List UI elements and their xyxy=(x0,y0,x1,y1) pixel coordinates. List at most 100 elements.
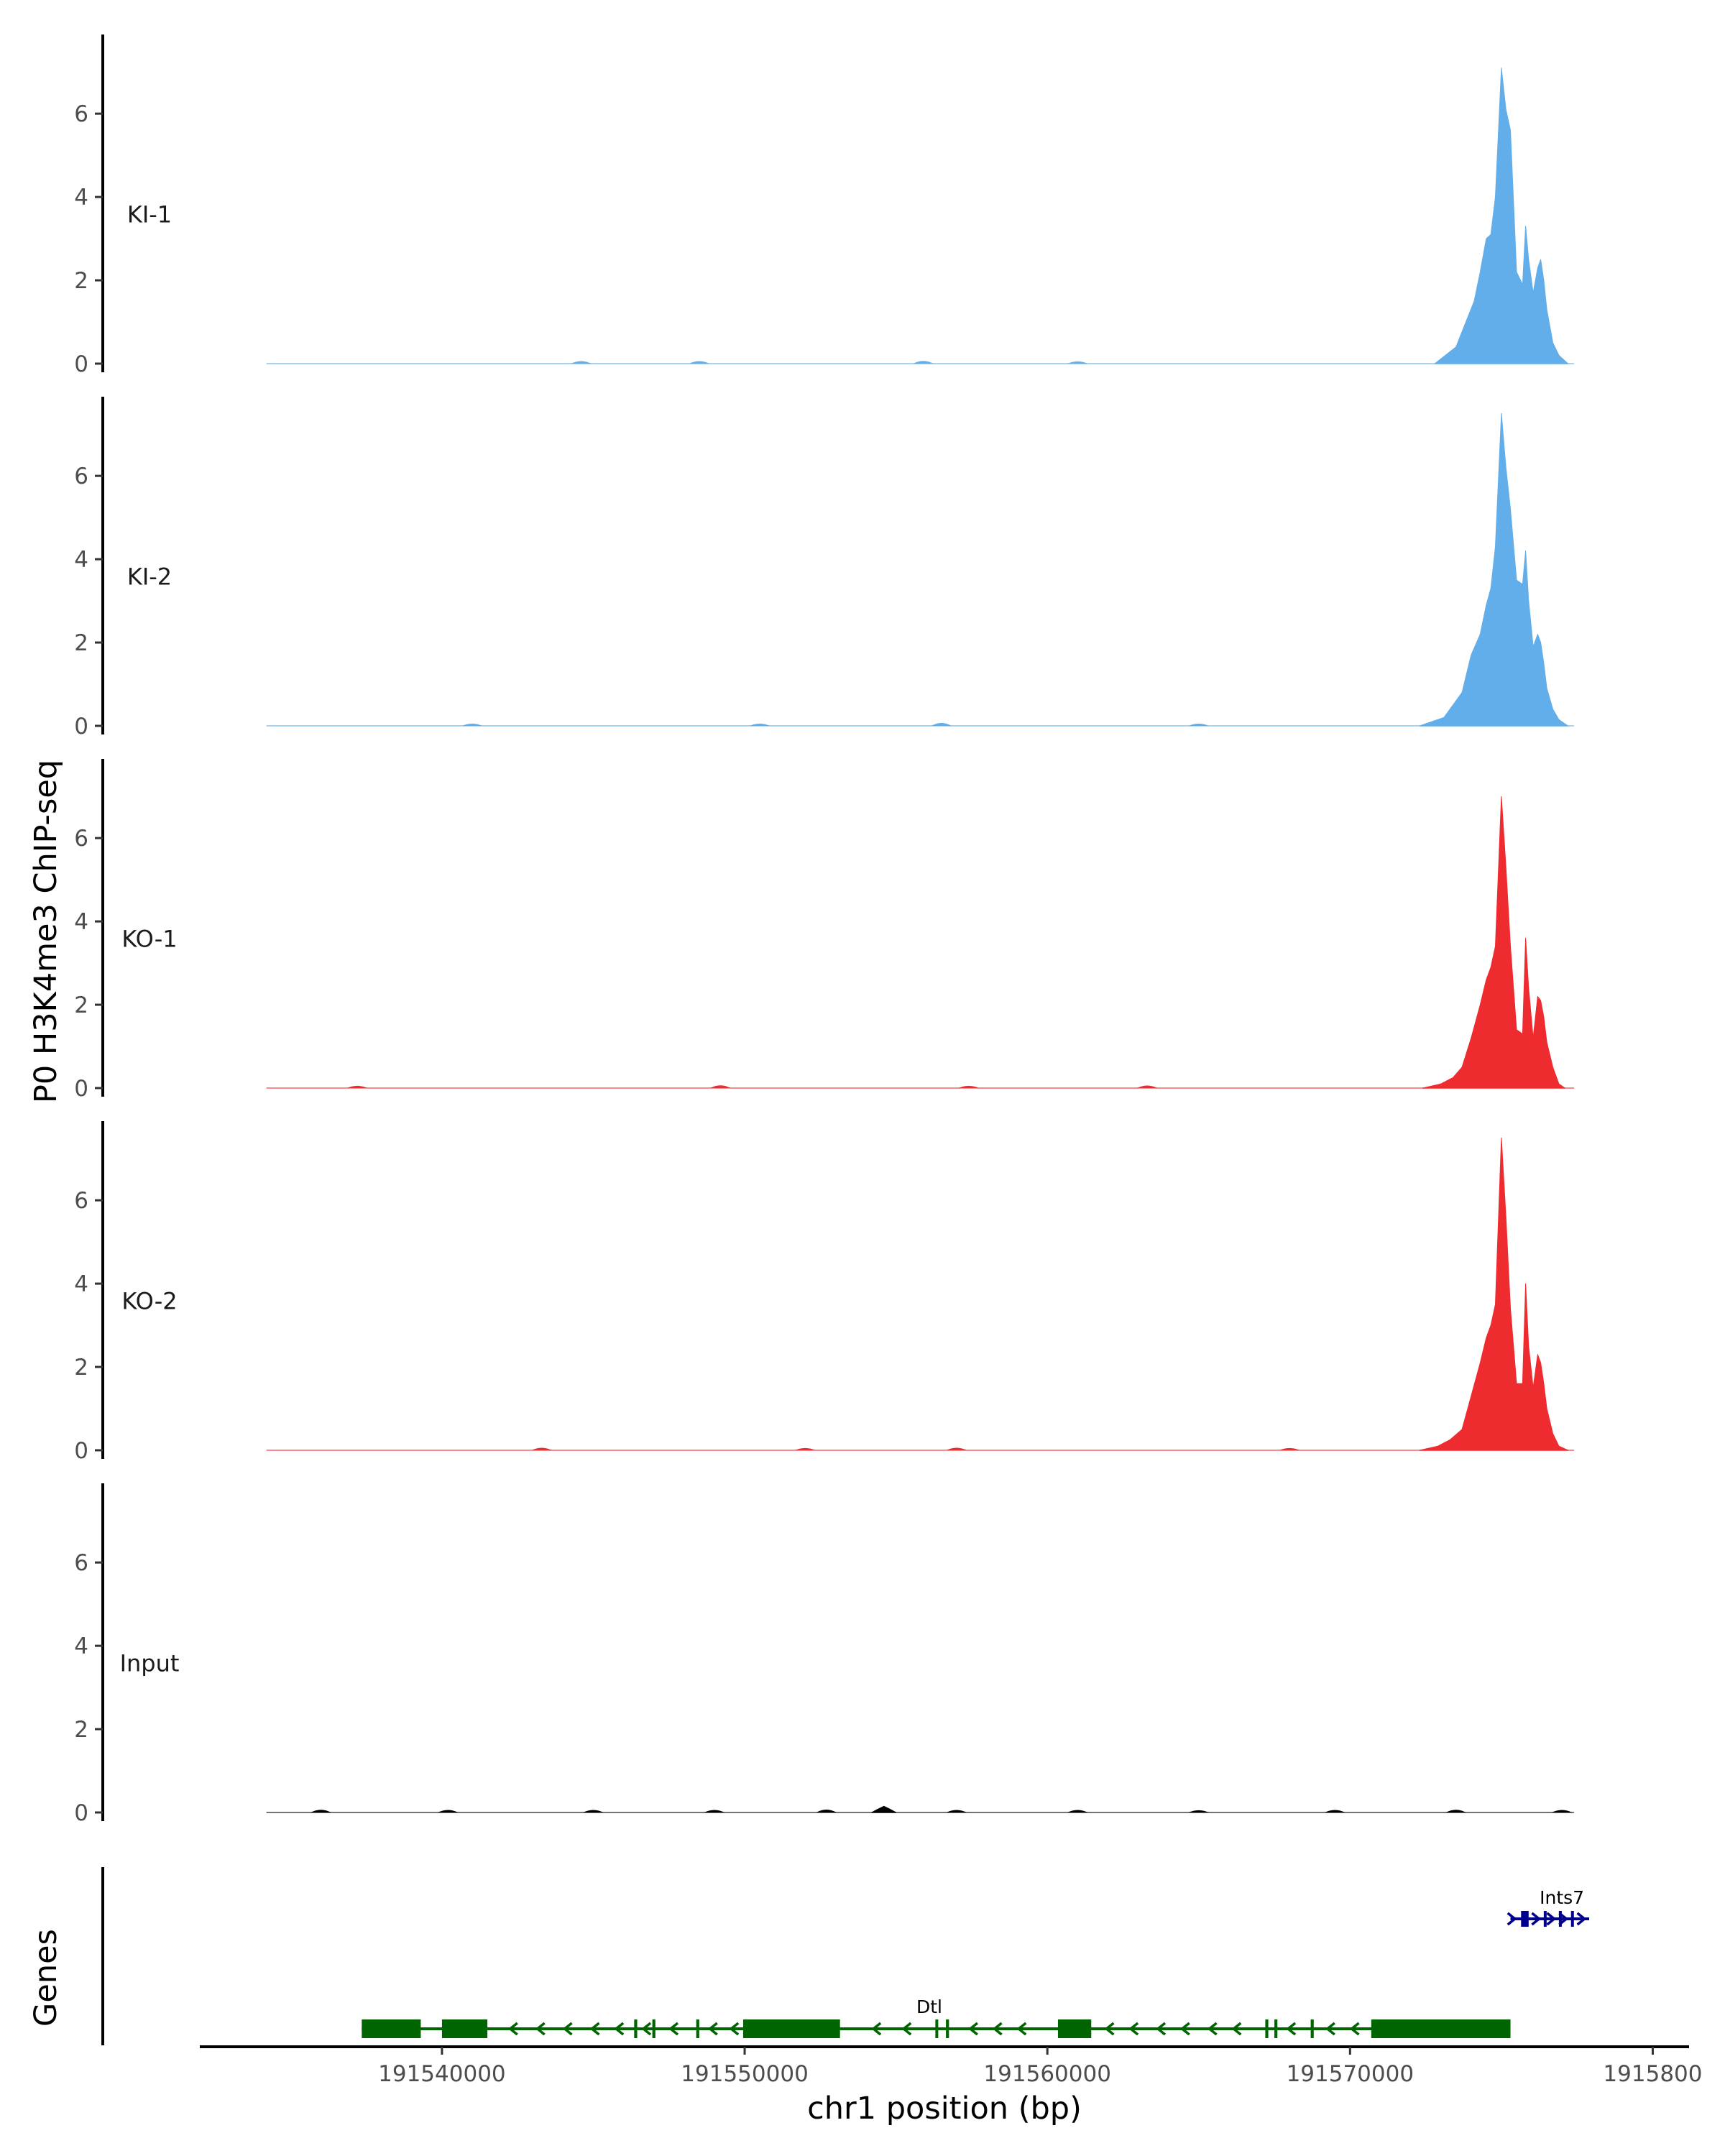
noise-bump xyxy=(946,1447,967,1450)
gene-label: Ints7 xyxy=(1540,1887,1584,1908)
x-tick-label: 191560000 xyxy=(983,2061,1111,2087)
strand-arrow xyxy=(1104,2022,1115,2036)
noise-bump xyxy=(710,1085,731,1088)
y-tick-label: 0 xyxy=(74,1076,88,1102)
strand-arrow xyxy=(901,2022,912,2036)
noise-bump xyxy=(689,361,709,364)
strand-arrow xyxy=(507,2022,518,2036)
strand-arrow xyxy=(729,2022,740,2036)
y-tick-label: 4 xyxy=(74,185,88,211)
track-input: 0 2 4 6 Input xyxy=(74,1483,1574,1826)
gene-exon xyxy=(696,2019,699,2038)
y-tick-label: 0 xyxy=(74,1800,88,1826)
gene-exon xyxy=(1057,2019,1092,2038)
signal-peak xyxy=(1422,796,1565,1089)
gene-exon xyxy=(362,2019,421,2038)
x-axis: 191540000 191550000 191560000 191570000 1915… xyxy=(200,2045,1702,2087)
y-tick-label: 2 xyxy=(74,992,88,1018)
strand-arrow xyxy=(707,2022,718,2036)
strand-arrow xyxy=(614,2022,625,2036)
strand-arrow xyxy=(641,2022,652,2036)
y-tick-label: 6 xyxy=(74,826,88,852)
noise-bump xyxy=(462,723,483,726)
gene-exon xyxy=(1558,1911,1562,1927)
y-tick-label: 6 xyxy=(74,101,88,127)
x-tick-label: 191570000 xyxy=(1287,2061,1414,2087)
noise-bump xyxy=(583,1810,604,1812)
noise-bump xyxy=(795,1447,816,1450)
noise-bump xyxy=(1137,1085,1158,1088)
gene-exon xyxy=(946,2019,949,2038)
noise-bump xyxy=(571,361,592,364)
noise-bump xyxy=(310,1810,331,1812)
strand-arrow xyxy=(1349,2022,1360,2036)
gene-exon xyxy=(1310,2019,1314,2038)
gene-exon xyxy=(441,2019,488,2038)
track-label: KO-2 xyxy=(121,1287,177,1314)
gene-exon xyxy=(634,2019,638,2038)
noise-bump xyxy=(438,1810,459,1812)
gene-exon xyxy=(652,2019,656,2038)
y-tick-label: 4 xyxy=(74,547,88,573)
noise-bump xyxy=(1325,1810,1346,1812)
noise-bump xyxy=(931,722,952,726)
noise-bump xyxy=(1067,1810,1088,1812)
noise-bump xyxy=(1067,361,1088,364)
strand-arrow xyxy=(1179,2022,1190,2036)
gene-exon xyxy=(935,2019,939,2038)
signal-peak xyxy=(1419,1137,1568,1451)
gene-exon xyxy=(1570,1911,1574,1927)
strand-arrow xyxy=(1128,2022,1139,2036)
gene-exon xyxy=(1371,2019,1511,2038)
strand-arrow xyxy=(1231,2022,1242,2036)
signal-peak xyxy=(1434,67,1568,364)
x-tick-label: 1915800 xyxy=(1603,2061,1702,2087)
noise-bump xyxy=(913,361,934,364)
noise-bump xyxy=(750,723,770,726)
strand-arrow xyxy=(992,2022,1003,2036)
strand-arrow xyxy=(1546,1912,1557,1926)
gene-exon xyxy=(1274,2019,1278,2038)
strand-arrow xyxy=(1156,2022,1167,2036)
noise-bump xyxy=(946,1810,967,1812)
y-tick-label: 0 xyxy=(74,1438,88,1464)
track-ki-2: 0 2 4 6 KI-2 xyxy=(74,397,1574,740)
x-axis-title: chr1 position (bp) xyxy=(807,2091,1082,2127)
gene-annotation-panel: Ints7 Dtl xyxy=(101,1867,1590,2045)
noise-bump xyxy=(704,1810,724,1812)
coverage-tracks: 0 2 4 6 KI-1 0 2 4 6 KI-2 0 2 4 6 KO-1 0 2 4 6 KO-2 0 2 4 6 Inpu… xyxy=(74,34,1574,1826)
strand-arrow xyxy=(1506,1912,1517,1926)
track-ko-2: 0 2 4 6 KO-2 xyxy=(74,1121,1574,1464)
strand-arrow xyxy=(1558,1912,1569,1926)
gene-dtl: Dtl xyxy=(362,1996,1511,2038)
track-label: Input xyxy=(120,1649,180,1677)
gene-label: Dtl xyxy=(916,1996,942,2017)
noise-bump xyxy=(1188,723,1209,726)
x-tick-label: 191550000 xyxy=(681,2061,809,2087)
gene-ints7: Ints7 xyxy=(1506,1887,1590,1927)
y-tick-label: 6 xyxy=(74,464,88,489)
strand-arrow xyxy=(1325,2022,1335,2036)
y-tick-label: 4 xyxy=(74,1271,88,1297)
gene-exon xyxy=(1265,2019,1269,2038)
track-label: KO-1 xyxy=(121,925,177,952)
strand-arrow xyxy=(562,2022,573,2036)
strand-arrow xyxy=(589,2022,600,2036)
strand-arrow xyxy=(1207,2022,1218,2036)
y-tick-label: 2 xyxy=(74,268,88,294)
strand-arrow xyxy=(1531,1912,1542,1926)
y-tick-label: 6 xyxy=(74,1550,88,1576)
noise-bump xyxy=(958,1085,979,1088)
noise-bump xyxy=(346,1085,367,1088)
x-tick-label: 191540000 xyxy=(378,2061,506,2087)
y-tick-label: 6 xyxy=(74,1188,88,1214)
y-tick-label: 2 xyxy=(74,630,88,656)
track-ko-1: 0 2 4 6 KO-1 xyxy=(74,759,1574,1102)
gene-exon xyxy=(1521,1911,1529,1927)
gene-exon xyxy=(742,2019,840,2038)
signal-peak xyxy=(871,1805,897,1813)
y-tick-label: 2 xyxy=(74,1355,88,1381)
strand-arrow xyxy=(968,2022,978,2036)
genes-axis-title: Genes xyxy=(28,1929,64,2027)
